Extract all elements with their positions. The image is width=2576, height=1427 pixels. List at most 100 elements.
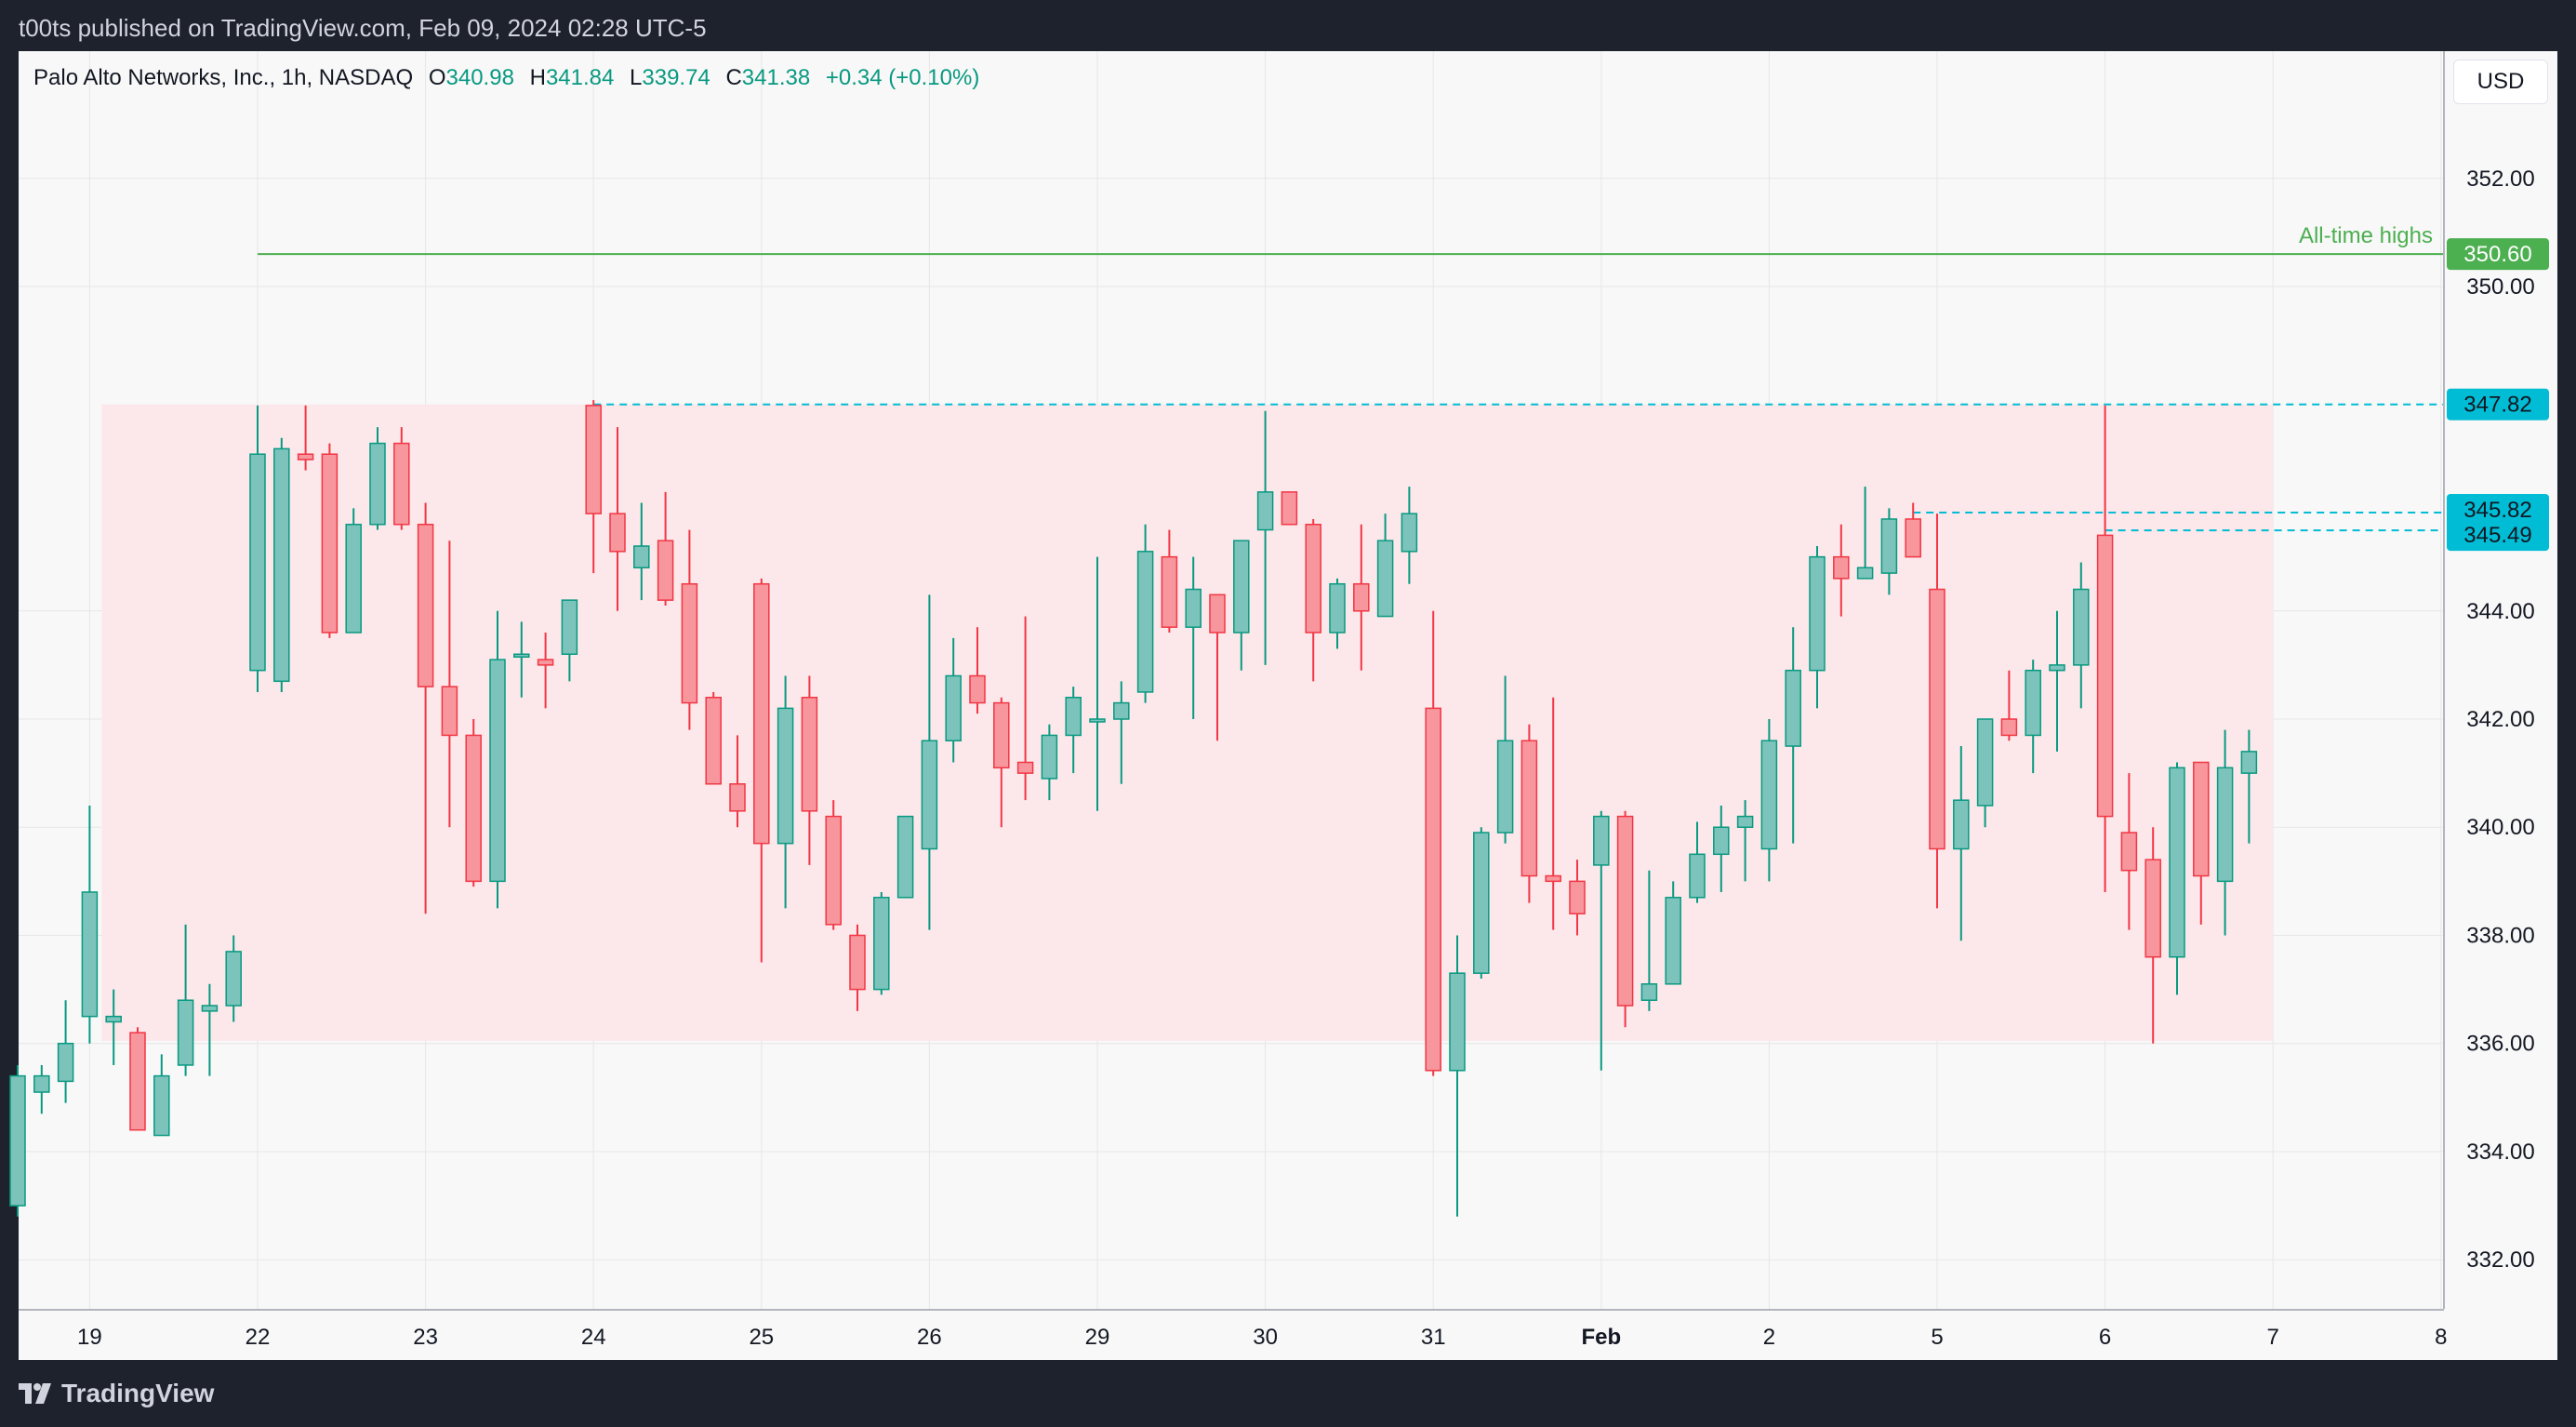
candle-body	[1233, 540, 1250, 633]
candle-body	[2000, 718, 2018, 737]
candle	[273, 437, 290, 692]
candle-body	[1161, 555, 1178, 628]
candle	[465, 719, 482, 887]
candle	[393, 427, 410, 530]
candle-body	[2144, 859, 2161, 958]
price-tick-label: 336.00	[2466, 1032, 2534, 1057]
candle	[753, 578, 770, 963]
candle	[969, 627, 986, 714]
candle	[441, 540, 458, 828]
candle-body	[1113, 701, 1130, 720]
price-tick-label: 340.00	[2466, 815, 2534, 840]
time-tick-label: 29	[1085, 1325, 1110, 1350]
candle-body	[1736, 815, 1754, 828]
time-tick-label: 31	[1421, 1325, 1446, 1350]
change-value: +0.34 (+0.10%)	[825, 65, 980, 90]
candle-body	[825, 815, 842, 926]
range-box	[101, 404, 2274, 1041]
candle-body	[1545, 874, 1561, 883]
candle-body	[129, 1032, 146, 1131]
candle	[1233, 540, 1250, 671]
candle-body	[105, 1015, 122, 1023]
candle-body	[1041, 734, 1058, 780]
high-label: H	[529, 65, 546, 90]
candle-body	[2193, 761, 2210, 877]
candle-body	[1256, 491, 1274, 531]
candle	[2120, 773, 2138, 930]
candle	[705, 691, 722, 785]
candle-body	[705, 697, 722, 785]
low-label: L	[630, 65, 643, 90]
candle	[2240, 729, 2258, 844]
candle-body	[225, 951, 242, 1007]
candle	[1113, 681, 1130, 784]
candle	[2144, 827, 2161, 1044]
candle	[1809, 546, 1826, 709]
candle-body	[1593, 815, 1610, 866]
candle	[1569, 860, 1586, 936]
time-tick-label: 25	[749, 1325, 774, 1350]
candle-body	[1833, 555, 1850, 580]
candle	[1329, 578, 1346, 649]
level-lines: All-time highs	[258, 223, 2444, 532]
candle-body	[1209, 593, 1226, 633]
price-tick-label: 350.00	[2466, 274, 2534, 300]
candle	[1353, 524, 1370, 671]
candle	[2025, 660, 2041, 774]
candle	[81, 805, 99, 1044]
candle	[2000, 670, 2018, 741]
candle-body	[1953, 799, 1970, 850]
currency-button[interactable]: USD	[2453, 60, 2548, 104]
candle	[1616, 810, 1634, 1028]
candle	[1425, 610, 1441, 1076]
candle	[153, 1054, 170, 1137]
candle	[1929, 513, 1945, 909]
close-label: C	[725, 65, 742, 90]
candle	[2216, 729, 2234, 936]
candle-body	[1353, 582, 1370, 612]
candle	[1545, 697, 1561, 930]
price-axis[interactable]: 352.00 350.00 344.00 342.00 340.00 338.00 336.…	[2443, 51, 2549, 1309]
candle	[1785, 627, 1801, 844]
candle-body	[1569, 880, 1586, 914]
candle-body	[489, 659, 506, 883]
candle-body	[896, 815, 914, 899]
candles	[9, 400, 2258, 1217]
candle	[1089, 556, 1106, 811]
candle-body	[609, 513, 626, 553]
time-axis[interactable]: 19 22 23 24 25 26 29 30 31 Feb 2 5 6 7 8	[19, 1309, 2447, 1350]
candle	[1041, 724, 1058, 801]
candle	[633, 502, 650, 601]
candle-body	[1136, 551, 1154, 693]
candle-body	[1640, 983, 1658, 1001]
candle	[1976, 718, 1994, 828]
candle-body	[561, 599, 578, 656]
candle-body	[1689, 853, 1706, 899]
candle	[1065, 687, 1082, 774]
candle	[249, 405, 266, 692]
candle	[2193, 761, 2210, 925]
candle	[9, 1064, 26, 1217]
candle-body	[1905, 518, 1921, 558]
candle-body	[1016, 761, 1034, 774]
candle	[1665, 881, 1681, 985]
candle-body	[1496, 740, 1514, 834]
candle-body	[1425, 707, 1441, 1072]
candle	[1880, 508, 1898, 595]
range-zone	[101, 404, 2274, 1041]
candle	[105, 989, 122, 1065]
candle-body	[1665, 897, 1681, 985]
candle	[729, 735, 746, 828]
candle-body	[2216, 767, 2234, 883]
candle-body	[729, 782, 746, 812]
candle	[321, 443, 339, 638]
candle	[921, 594, 938, 930]
candle-body	[1329, 582, 1346, 633]
candle	[609, 427, 626, 611]
candle-body	[1856, 567, 1874, 580]
candle-body	[585, 405, 602, 514]
candle-body	[1809, 555, 1826, 672]
tradingview-logo[interactable]: TradingView	[19, 1379, 214, 1408]
candle	[2169, 762, 2185, 995]
